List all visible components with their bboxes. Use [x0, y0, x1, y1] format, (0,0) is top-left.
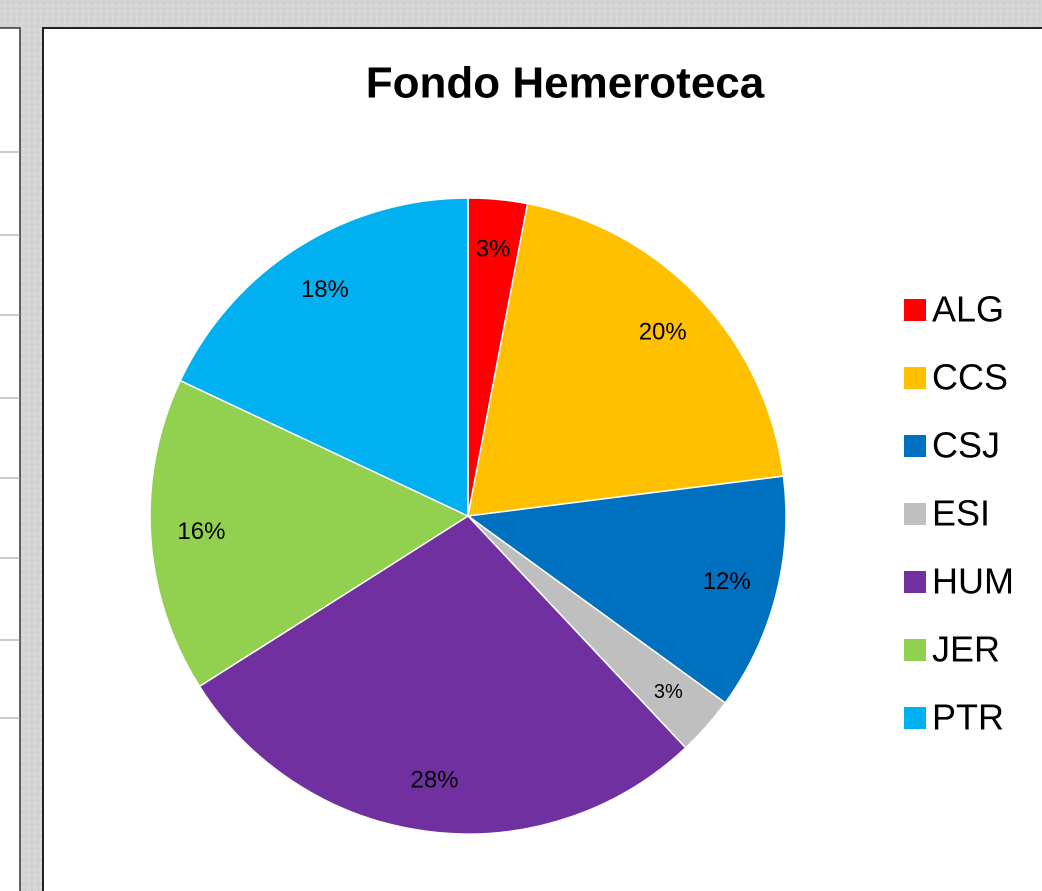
- legend-swatch: [904, 435, 926, 457]
- data-label: 18%: [301, 276, 349, 303]
- legend-swatch: [904, 639, 926, 661]
- side-table: [0, 27, 21, 891]
- legend-swatch: [904, 503, 926, 525]
- pie-slice: [179, 197, 469, 518]
- data-label: 28%: [410, 766, 458, 793]
- legend-swatch: [904, 571, 926, 593]
- legend-label: PTR: [932, 697, 1004, 738]
- pie-slice: [466, 475, 787, 704]
- pie-slice: [149, 379, 470, 688]
- pie-slice: [467, 202, 785, 517]
- data-label: 12%: [703, 568, 751, 595]
- legend-swatch: [904, 299, 926, 321]
- legend-label: CCS: [932, 357, 1008, 398]
- data-label: 16%: [177, 518, 225, 545]
- legend-label: HUM: [932, 561, 1014, 602]
- legend-label: ESI: [932, 493, 990, 534]
- legend-label: JER: [932, 629, 1000, 670]
- legend-swatch: [904, 367, 926, 389]
- chart-title: Fondo Hemeroteca: [366, 59, 765, 108]
- legend-label: ALG: [932, 289, 1004, 330]
- pie-slice: [198, 515, 687, 835]
- legend-label: CSJ: [932, 425, 1000, 466]
- data-label: 20%: [639, 318, 687, 345]
- data-label: 3%: [476, 235, 511, 262]
- legend-swatch: [904, 707, 926, 729]
- data-label: 3%: [654, 681, 683, 703]
